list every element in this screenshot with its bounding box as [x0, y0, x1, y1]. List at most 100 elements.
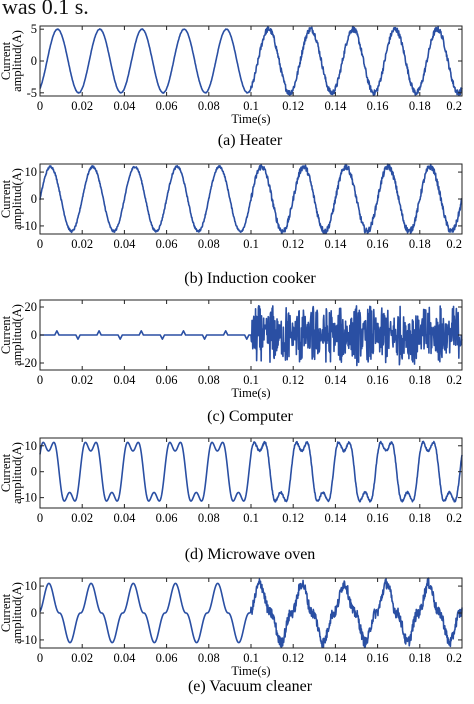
y-axis-label-line: Current	[0, 453, 13, 492]
x-tick-label: 0.06	[156, 373, 178, 387]
x-tick-label: 0.06	[156, 511, 178, 525]
x-tick-label: 0.16	[367, 373, 389, 387]
x-tick-label: 0.16	[367, 99, 389, 113]
x-tick-label: 0.04	[113, 511, 136, 525]
x-tick-label: 0.02	[71, 99, 93, 113]
x-tick-label: 0.18	[409, 99, 431, 113]
x-tick-label: 0.2	[446, 651, 462, 665]
x-tick-label: 0.08	[198, 651, 220, 665]
x-tick-label: 0.04	[113, 237, 136, 251]
y-axis-label: Currentamplitud(A)	[0, 442, 24, 504]
x-tick-label: 0.14	[324, 99, 347, 113]
y-tick-label: -5	[27, 86, 37, 100]
y-axis-label: Currentamplitud(A)	[0, 30, 24, 92]
x-axis-label: Time(s)	[231, 386, 270, 400]
y-tick-label: 20	[25, 300, 38, 314]
x-tick-label: 0.12	[282, 511, 304, 525]
chart-panel-1: 0 0.02 0.04 0.06 0.08 0.1 0.12 0.14 0.16 0.18 0.2 -…	[0, 22, 463, 149]
chart-caption: (c) Computer	[207, 408, 293, 425]
x-tick-label: 0	[37, 651, 43, 665]
series-line	[39, 440, 463, 503]
x-tick-label: 0.02	[71, 373, 93, 387]
x-tick-label: 0.14	[324, 651, 347, 665]
y-axis-label-line: amplitud(A)	[10, 304, 24, 366]
x-tick-label: 0.08	[198, 237, 220, 251]
y-axis-label-line: Current	[0, 179, 13, 218]
x-tick-label: 0.16	[367, 237, 389, 251]
x-tick-label: 0.1	[243, 237, 259, 251]
y-tick-label: -10	[20, 219, 37, 233]
x-tick-label: 0.18	[409, 511, 431, 525]
y-tick-label: -10	[20, 633, 37, 647]
x-tick-label: 0	[37, 237, 43, 251]
x-tick-label: 0.16	[367, 651, 389, 665]
x-tick-label: 0.16	[367, 511, 389, 525]
x-tick-label: 0.02	[71, 237, 93, 251]
x-tick-label: 0.04	[113, 99, 136, 113]
x-tick-label: 0.08	[198, 99, 220, 113]
x-tick-label: 0.18	[409, 651, 431, 665]
y-axis-label-line: amplitud(A)	[10, 168, 24, 230]
x-tick-label: 0.12	[282, 651, 304, 665]
y-axis-label: Currentamplitud(A)	[0, 168, 24, 230]
y-tick-label: 0	[31, 465, 37, 479]
y-tick-label: 10	[25, 439, 38, 453]
x-axis-label: Time(s)	[231, 664, 270, 678]
x-tick-label: 0	[37, 373, 43, 387]
y-axis-label: Currentamplitud(A)	[0, 582, 24, 644]
y-axis-label-line: Current	[0, 315, 13, 354]
series-line	[39, 25, 463, 97]
y-axis-label-line: Current	[0, 593, 13, 632]
chart-caption: (e) Vacuum cleaner	[188, 678, 313, 695]
x-tick-label: 0.04	[113, 651, 136, 665]
x-tick-label: 0.08	[198, 373, 220, 387]
y-tick-label: 0	[31, 54, 37, 68]
x-axis-label: Time(s)	[231, 112, 270, 126]
y-tick-label: 5	[31, 22, 37, 36]
series-line	[39, 577, 463, 649]
x-tick-label: 0.12	[282, 237, 304, 251]
y-tick-label: 0	[31, 606, 37, 620]
x-tick-label: 0.14	[324, 237, 347, 251]
x-tick-label: 0.14	[324, 373, 347, 387]
x-tick-label: 0.02	[71, 511, 93, 525]
x-tick-label: 0.1	[243, 99, 259, 113]
x-tick-label: 0.12	[282, 99, 304, 113]
y-axis-label: Currentamplitud(A)	[0, 304, 24, 366]
x-tick-label: 0.1	[243, 373, 259, 387]
x-tick-label: 0.02	[71, 651, 93, 665]
x-tick-label: 0.2	[446, 99, 462, 113]
chart-panel-5: 0 0.02 0.04 0.06 0.08 0.1 0.12 0.14 0.16 0.18 0.2 -…	[0, 577, 463, 695]
x-tick-label: 0.1	[243, 511, 259, 525]
x-tick-label: 0.08	[198, 511, 220, 525]
y-tick-label: 0	[31, 328, 37, 342]
y-tick-label: -20	[20, 356, 37, 370]
x-tick-label: 0.06	[156, 99, 178, 113]
x-tick-label: 0.18	[409, 373, 431, 387]
y-axis-label-line: amplitud(A)	[10, 582, 24, 644]
y-tick-label: 0	[31, 192, 37, 206]
x-tick-label: 0	[37, 99, 43, 113]
chart-caption: (a) Heater	[218, 132, 283, 149]
y-axis-label-line: amplitud(A)	[10, 30, 24, 92]
top-text-fragment: was 0.1 s.	[2, 0, 89, 19]
x-tick-label: 0.2	[446, 373, 462, 387]
x-tick-label: 0.2	[446, 237, 462, 251]
chart-panel-4: 0 0.02 0.04 0.06 0.08 0.1 0.12 0.14 0.16 0.18 0.2 -…	[0, 437, 463, 563]
x-tick-label: 0.12	[282, 373, 304, 387]
y-axis-label-line: amplitud(A)	[10, 442, 24, 504]
x-tick-label: 0.06	[156, 651, 178, 665]
chart-caption: (b) Induction cooker	[184, 270, 316, 287]
chart-panel-3: 0 0.02 0.04 0.06 0.08 0.1 0.12 0.14 0.16 0.18 0.2 -…	[0, 299, 463, 425]
x-tick-label: 0.06	[156, 237, 178, 251]
y-tick-label: 10	[25, 579, 38, 593]
y-tick-label: 10	[25, 165, 38, 179]
y-axis-label-line: Current	[0, 41, 13, 80]
series-line	[39, 163, 463, 235]
chart-panel-2: 0 0.02 0.04 0.06 0.08 0.1 0.12 0.14 0.16 0.18 0.2 -…	[0, 163, 463, 287]
x-tick-label: 0.14	[324, 511, 347, 525]
y-tick-label: -10	[20, 491, 37, 505]
series-line	[39, 305, 463, 367]
chart-caption: (d) Microwave oven	[185, 546, 316, 563]
